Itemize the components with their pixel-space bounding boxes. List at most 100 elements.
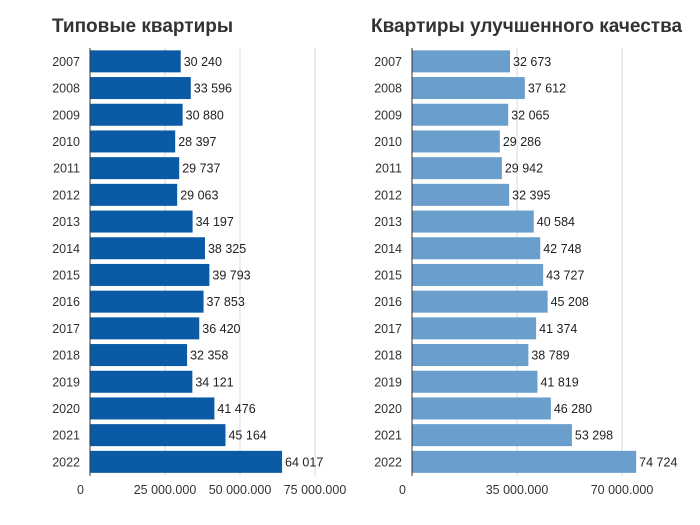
bar-2017 — [412, 317, 537, 340]
x-tick-label: 70 000.000 — [591, 483, 654, 497]
bar-2010 — [412, 130, 500, 153]
bar-2020 — [412, 397, 551, 420]
bar-2011 — [412, 157, 502, 180]
value-label: 64 017 — [285, 455, 323, 469]
panel-typical-apartments: Типовые квартиры 2007 30 240 2008 33 596 2009… — [52, 16, 346, 497]
category-label: 2021 — [52, 429, 80, 443]
x-tick-label: 25 000.000 — [134, 483, 197, 497]
category-label: 2014 — [52, 242, 80, 256]
category-label: 2011 — [375, 162, 402, 176]
category-label: 2021 — [374, 429, 402, 443]
bar-2013 — [90, 210, 193, 233]
bar-2015 — [90, 263, 210, 286]
category-label: 2015 — [52, 268, 80, 282]
value-label: 29 737 — [182, 162, 220, 176]
value-label: 32 673 — [513, 55, 551, 69]
x-tick-label: 75 000.000 — [284, 483, 347, 497]
value-label: 30 240 — [184, 55, 222, 69]
panel-improved-apartments: Квартиры улучшенного качества 2007 32 673 2… — [371, 16, 683, 497]
bar-2013 — [412, 210, 534, 233]
category-label: 2009 — [52, 108, 80, 122]
value-label: 32 358 — [190, 349, 228, 363]
category-label: 2008 — [52, 82, 80, 96]
bar-2016 — [412, 290, 548, 313]
bar-2007 — [412, 50, 511, 73]
x-tick-label: 0 — [399, 483, 406, 497]
category-label: 2008 — [374, 82, 402, 96]
x-tick-label: 50 000.000 — [209, 483, 272, 497]
bar-2010 — [90, 130, 176, 153]
category-label: 2016 — [52, 295, 80, 309]
bar-2008 — [90, 77, 191, 100]
value-label: 53 298 — [575, 429, 613, 443]
category-label: 2018 — [374, 349, 402, 363]
category-label: 2011 — [53, 162, 80, 176]
bar-2019 — [412, 370, 538, 393]
value-label: 33 596 — [194, 82, 232, 96]
value-label: 46 280 — [554, 402, 592, 416]
bar-2011 — [90, 157, 180, 180]
x-tick-label: 35 000.000 — [486, 483, 549, 497]
bar-2012 — [90, 183, 178, 206]
category-label: 2015 — [374, 268, 402, 282]
bar-2017 — [90, 317, 200, 340]
bar-2018 — [90, 344, 188, 367]
category-label: 2019 — [374, 375, 402, 389]
value-label: 29 942 — [505, 162, 543, 176]
bar-2009 — [90, 103, 183, 126]
value-label: 32 065 — [511, 108, 549, 122]
bar-2015 — [412, 263, 544, 286]
category-label: 2010 — [52, 135, 80, 149]
bar-2021 — [90, 424, 226, 447]
x-tick-label: 0 — [77, 483, 84, 497]
category-label: 2018 — [52, 349, 80, 363]
value-label: 38 789 — [531, 349, 569, 363]
bar-2020 — [90, 397, 215, 420]
bar-2014 — [412, 237, 541, 260]
value-label: 42 748 — [543, 242, 581, 256]
value-label: 45 164 — [228, 429, 266, 443]
chart-title-typical: Типовые квартиры — [52, 16, 233, 37]
value-label: 29 063 — [180, 188, 218, 202]
value-label: 32 395 — [512, 188, 550, 202]
category-label: 2016 — [374, 295, 402, 309]
bar-2008 — [412, 77, 525, 100]
category-label: 2013 — [374, 215, 402, 229]
bar-2018 — [412, 344, 529, 367]
value-label: 40 584 — [537, 215, 575, 229]
bar-2016 — [90, 290, 204, 313]
category-label: 2013 — [52, 215, 80, 229]
value-label: 41 476 — [217, 402, 255, 416]
category-label: 2017 — [374, 322, 402, 336]
category-label: 2022 — [374, 455, 402, 469]
value-label: 74 724 — [639, 455, 677, 469]
category-label: 2019 — [52, 375, 80, 389]
category-label: 2010 — [374, 135, 402, 149]
chart-title-improved: Квартиры улучшенного качества — [371, 16, 683, 37]
value-label: 39 793 — [212, 268, 250, 282]
category-label: 2007 — [52, 55, 80, 69]
category-label: 2020 — [52, 402, 80, 416]
value-label: 29 286 — [503, 135, 541, 149]
bar-2012 — [412, 183, 510, 206]
value-label: 37 612 — [528, 82, 566, 96]
value-label: 43 727 — [546, 268, 584, 282]
value-label: 34 197 — [196, 215, 234, 229]
bar-2022 — [412, 450, 637, 473]
bar-2021 — [412, 424, 572, 447]
bar-2019 — [90, 370, 193, 393]
value-label: 41 374 — [539, 322, 577, 336]
bar-2007 — [90, 50, 181, 73]
category-label: 2022 — [52, 455, 80, 469]
category-label: 2012 — [52, 188, 80, 202]
value-label: 37 853 — [207, 295, 245, 309]
category-label: 2012 — [374, 188, 402, 202]
bar-2009 — [412, 103, 509, 126]
value-label: 38 325 — [208, 242, 246, 256]
value-label: 45 208 — [551, 295, 589, 309]
value-label: 41 819 — [540, 375, 578, 389]
value-label: 36 420 — [202, 322, 240, 336]
category-label: 2020 — [374, 402, 402, 416]
